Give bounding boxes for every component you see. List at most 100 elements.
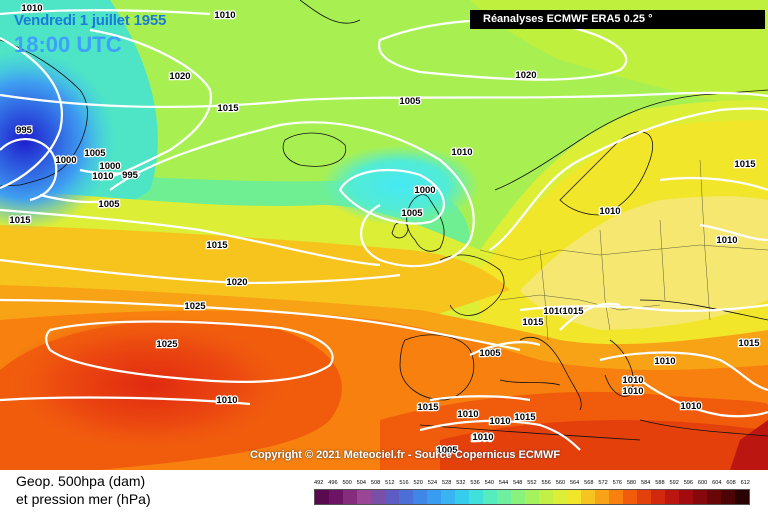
legend-title-pressure: et pression mer (hPa): [16, 491, 151, 507]
scale-tick-label: 568: [584, 480, 594, 486]
isobar-label: 1010: [472, 432, 493, 443]
isobar-label: 995: [122, 170, 139, 181]
scale-tick-label: 592: [669, 480, 679, 486]
isobar-label: 1010: [216, 395, 237, 406]
isobar-label: 1020: [169, 71, 190, 82]
isobar-label: 1025: [184, 301, 206, 312]
isobar-label: 1010: [716, 235, 737, 246]
scale-swatch: [329, 490, 343, 504]
scale-tick-label: 504: [356, 480, 366, 486]
scale-swatch: [427, 490, 441, 504]
source-banner: Réanalyses ECMWF ERA5 0.25 °: [470, 10, 765, 29]
scale-tick-label: 588: [655, 480, 665, 486]
isobar-label: 1010: [622, 375, 643, 386]
isobar-label: 1015: [417, 402, 439, 413]
scale-swatch: [679, 490, 693, 504]
scale-swatch: [385, 490, 399, 504]
isobar-label: 1010: [654, 356, 675, 367]
scale-tick-label: 548: [513, 480, 523, 486]
scale-tick-label: 552: [527, 480, 537, 486]
scale-swatch: [735, 490, 749, 504]
legend-title-geopotential: Geop. 500hpa (dam): [16, 473, 146, 489]
scale-tick-label: 496: [328, 480, 338, 486]
isobar-label: 1015: [514, 412, 536, 423]
scale-tick-label: 612: [740, 480, 750, 486]
isobar-label: 1015: [217, 103, 239, 114]
scale-swatch: [567, 490, 581, 504]
isobar-label: 1015: [562, 306, 584, 317]
scale-swatch: [497, 490, 511, 504]
isobar-label: 1015: [9, 215, 31, 226]
scale-tick-label: 500: [342, 480, 352, 486]
scale-swatch: [441, 490, 455, 504]
isobar-label: 1010: [92, 171, 113, 182]
scale-swatch: [525, 490, 539, 504]
isobar-label: 1020: [226, 277, 247, 288]
scale-tick-label: 564: [569, 480, 580, 486]
copyright-notice: Copyright © 2021 Meteociel.fr - Source C…: [250, 449, 561, 461]
scale-tick-label: 508: [370, 480, 381, 486]
isobar-label: 1010: [622, 386, 643, 397]
isobar-label: 1010: [451, 147, 472, 158]
scale-swatch: [371, 490, 385, 504]
scale-swatch: [413, 490, 427, 504]
scale-tick-label: 600: [697, 480, 708, 486]
isobar-label: 1005: [84, 148, 106, 159]
scale-tick-label: 512: [385, 480, 395, 486]
isobars: [0, 9, 768, 451]
isobar-label: 1010: [543, 306, 564, 317]
scale-swatch: [623, 490, 637, 504]
scale-swatch: [693, 490, 707, 504]
scale-swatch: [399, 490, 413, 504]
isobar-label: 1005: [399, 96, 421, 107]
scale-tick-label: 604: [712, 480, 722, 486]
isobar-label: 1010: [214, 10, 235, 21]
scale-tick-label: 608: [726, 480, 736, 486]
scale-tick-label: 536: [470, 480, 480, 486]
isobar-label: 1020: [515, 70, 536, 81]
scale-tick-label: 528: [441, 480, 452, 486]
scale-swatch: [707, 490, 721, 504]
isobar-label: 1005: [436, 445, 458, 456]
scale-swatch: [539, 490, 553, 504]
isobar-label: 1010: [680, 401, 701, 412]
isobar-label: 1015: [738, 338, 760, 349]
isobar-label: 1010: [21, 3, 42, 14]
isobar-label: 1000: [414, 185, 435, 196]
scale-swatch: [637, 490, 651, 504]
scale-swatch: [511, 490, 525, 504]
map-date: Vendredi 1 juillet 1955: [14, 12, 167, 29]
isobar-label: 1010: [599, 206, 620, 217]
scale-swatch: [651, 490, 665, 504]
scale-tick-label: 492: [314, 480, 324, 486]
isobar-label: 1005: [98, 199, 120, 210]
scale-tick-label: 576: [612, 480, 622, 486]
scale-swatch: [315, 490, 329, 504]
isobar-label: 1000: [99, 161, 120, 172]
isobar-label: 1015: [522, 317, 544, 328]
scale-swatch: [553, 490, 567, 504]
isobar-label: 1005: [479, 348, 501, 359]
isobar-label: 1025: [156, 339, 178, 350]
isobar-label: 1015: [734, 159, 756, 170]
isobar-label: 1005: [401, 208, 423, 219]
scale-tick-label: 580: [626, 480, 637, 486]
color-scale-ticks: 492 496 500 504 508 512 516 520 524 528 532 536 540 5…: [314, 480, 750, 486]
isobar-label: 1000: [55, 155, 76, 166]
isobar-label: 1010: [489, 416, 510, 427]
scale-tick-label: 596: [683, 480, 694, 486]
scale-swatch: [581, 490, 595, 504]
scale-tick-label: 540: [484, 480, 494, 486]
scale-swatch: [469, 490, 483, 504]
isobar-label: 995: [16, 125, 33, 136]
scale-swatch: [343, 490, 357, 504]
scale-tick-label: 532: [456, 480, 466, 486]
isobar-label: 1005: [471, 433, 493, 444]
geopotential-field: [0, 0, 768, 470]
scale-tick-label: 544: [498, 480, 509, 486]
scale-swatch: [665, 490, 679, 504]
scale-swatch: [595, 490, 609, 504]
isobar-label: 1010: [457, 409, 478, 420]
